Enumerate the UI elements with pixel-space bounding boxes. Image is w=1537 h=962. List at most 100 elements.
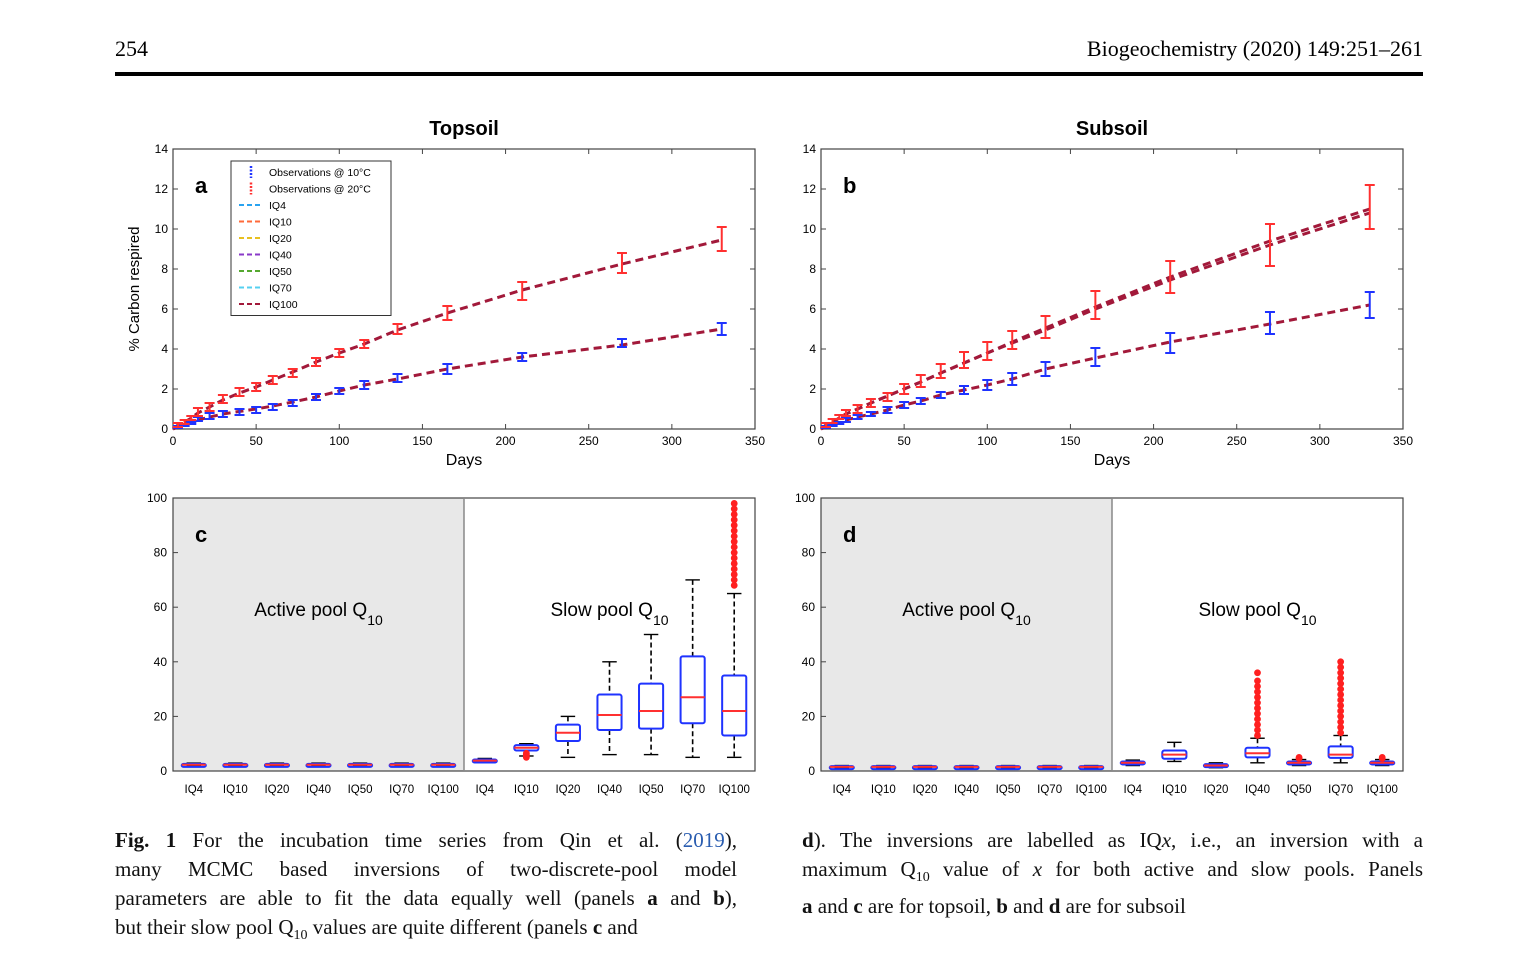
category-label: IQ40 xyxy=(1245,784,1270,796)
error-bar xyxy=(204,412,215,420)
x-axis-label: Days xyxy=(446,452,482,469)
y-tick-label: 6 xyxy=(161,302,168,316)
legend-entry: IQ70 xyxy=(269,283,292,295)
x-tick-label: 350 xyxy=(745,434,765,448)
box xyxy=(638,682,665,730)
y-tick-label: 0 xyxy=(809,422,816,436)
y-tick-label: 40 xyxy=(154,655,168,669)
y-tick-label: 20 xyxy=(802,709,816,723)
x-tick-label: 250 xyxy=(579,434,599,448)
caption-line: a and c are for topsoil, b and d are for… xyxy=(802,892,1423,921)
caption-text: x xyxy=(1032,857,1043,881)
box-plot xyxy=(471,757,498,764)
outlier-point xyxy=(1337,707,1345,715)
caption-line: Fig. 1 For the incubation time series fr… xyxy=(115,826,737,855)
caption-text: and xyxy=(812,894,854,919)
error-bar xyxy=(882,406,893,414)
outlier-point xyxy=(730,554,738,562)
box-plot xyxy=(1161,741,1188,763)
error-bar xyxy=(1007,372,1018,386)
error-bar xyxy=(334,348,345,358)
group-label: Active pool Q10 xyxy=(902,600,1031,628)
x-tick-label: 0 xyxy=(818,434,825,448)
y-tick-label: 8 xyxy=(161,262,168,276)
panel-c-chart: 0 20 40 60 80 100 c Active pool Q10 Slow pool Q1… xyxy=(147,491,756,796)
x-axis-label: Days xyxy=(1094,452,1130,469)
panel-b-chart: 0 50 100 150 200 250 300 350 0 2 4 6 8 10 12 14 Subsoil D… xyxy=(803,118,1414,469)
panel-letter: c xyxy=(195,522,207,547)
box-plot xyxy=(1286,753,1313,767)
caption-text: ), xyxy=(724,828,737,852)
y-tick-label: 14 xyxy=(155,142,169,156)
outlier-point xyxy=(730,521,738,529)
y-tick-label: 14 xyxy=(803,142,817,156)
outlier-point xyxy=(1337,718,1345,726)
caption-text: maximum Q xyxy=(802,857,916,881)
outlier-point xyxy=(730,549,738,556)
error-bar xyxy=(865,411,876,417)
category-label: IQ40 xyxy=(597,784,622,796)
error-bar xyxy=(852,414,863,420)
category-label: IQ100 xyxy=(428,784,459,796)
caption-line: many MCMC based inversions of two-discre… xyxy=(115,855,737,884)
category-label: IQ20 xyxy=(555,784,580,796)
box-plot xyxy=(222,762,249,768)
outlier-point xyxy=(1337,691,1345,698)
category-label: IQ70 xyxy=(1037,784,1062,796)
legend-entry: IQ20 xyxy=(269,233,292,245)
outlier-point xyxy=(1337,680,1345,688)
error-bar xyxy=(1165,332,1176,354)
box-plot xyxy=(679,579,706,759)
outlier-point xyxy=(1337,658,1345,666)
x-tick-label: 200 xyxy=(496,434,516,448)
box-plot xyxy=(180,762,207,768)
error-bar xyxy=(959,351,970,369)
outlier-point xyxy=(730,543,738,551)
x-tick-label: 50 xyxy=(897,434,911,448)
outlier-point xyxy=(1254,715,1261,723)
caption-text: values are quite different (panels xyxy=(307,915,593,939)
chart-title: Topsoil xyxy=(429,118,499,140)
legend-entry: IQ10 xyxy=(269,217,292,229)
x-tick-label: 300 xyxy=(662,434,682,448)
caption-text: value of xyxy=(929,857,1033,881)
error-bar xyxy=(1364,184,1375,230)
box-plot xyxy=(1202,762,1229,769)
y-tick-label: 20 xyxy=(154,709,168,723)
outlier-point xyxy=(1337,696,1345,704)
box xyxy=(721,674,748,737)
caption-text: b xyxy=(996,894,1008,919)
caption-text: but their slow pool Q xyxy=(115,915,294,939)
caption-text: d xyxy=(802,828,814,852)
error-bar xyxy=(392,373,403,383)
category-label: IQ4 xyxy=(833,784,852,796)
y-tick-label: 10 xyxy=(803,222,817,236)
legend-entry: IQ4 xyxy=(269,200,286,212)
y-tick-label: 4 xyxy=(809,342,816,356)
category-label: IQ50 xyxy=(348,784,373,796)
error-bar xyxy=(1090,347,1101,367)
citation-link[interactable]: 2019 xyxy=(682,828,725,852)
header-rule xyxy=(115,72,1423,76)
box-plot xyxy=(305,762,332,768)
error-bar xyxy=(1040,315,1051,339)
error-bar xyxy=(217,410,228,418)
error-bar xyxy=(359,339,370,349)
box-plot xyxy=(1244,669,1271,764)
box-plot xyxy=(1327,658,1354,764)
outlier-point xyxy=(730,527,738,535)
x-tick-label: 150 xyxy=(412,434,432,448)
outlier-point xyxy=(522,749,530,757)
y-tick-label: 12 xyxy=(803,182,817,196)
outlier-point xyxy=(730,576,738,584)
box-plot xyxy=(388,762,415,768)
box-plot xyxy=(1078,764,1105,771)
legend-entry: IQ100 xyxy=(269,299,298,311)
caption-text: a xyxy=(647,886,658,910)
box-plot xyxy=(995,764,1022,771)
category-label: IQ4 xyxy=(476,784,495,796)
box-plot xyxy=(263,762,290,768)
error-bar xyxy=(267,375,278,385)
error-bar xyxy=(616,252,627,274)
caption-text: c xyxy=(853,894,863,919)
